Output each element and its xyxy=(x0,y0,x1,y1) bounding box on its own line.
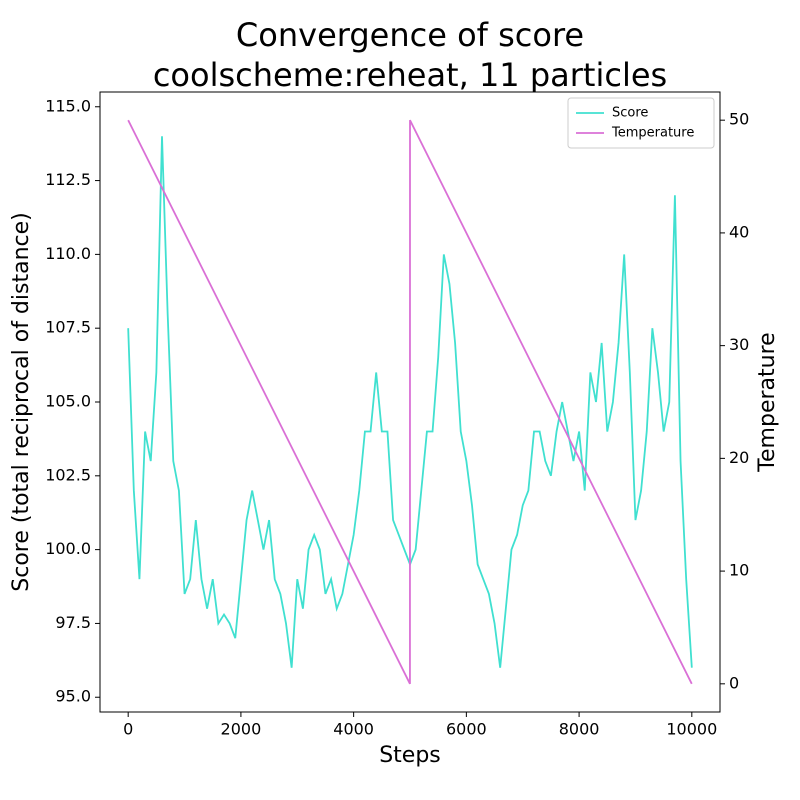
x-tick-label: 0 xyxy=(123,720,133,739)
y-axis-label: Score (total reciprocal of distance) xyxy=(9,212,34,591)
y-tick-label: 105.0 xyxy=(45,392,91,411)
chart-subtitle: coolscheme:reheat, 11 particles xyxy=(153,56,667,94)
y-tick-label: 95.0 xyxy=(55,687,91,706)
legend-label: Temperature xyxy=(611,126,694,141)
y2-tick-label: 30 xyxy=(729,335,749,354)
y-tick-label: 112.5 xyxy=(45,170,91,189)
x-tick-label: 2000 xyxy=(221,720,262,739)
x-tick-label: 6000 xyxy=(446,720,487,739)
y2-tick-label: 40 xyxy=(729,222,749,241)
y2-tick-label: 10 xyxy=(729,561,749,580)
y2-tick-label: 50 xyxy=(729,110,749,129)
chart-title: Convergence of score xyxy=(236,16,584,54)
plot-frame xyxy=(99,91,721,713)
y2-axis-label: Temperature xyxy=(755,332,780,472)
x-tick-label: 10000 xyxy=(666,720,717,739)
series-line xyxy=(127,119,693,685)
x-axis-label: Steps xyxy=(379,743,441,768)
y-tick-label: 97.5 xyxy=(55,613,91,632)
legend-box xyxy=(567,97,715,149)
y-tick-label: 100.0 xyxy=(45,539,91,558)
y-tick-label: 102.5 xyxy=(45,465,91,484)
y-tick-label: 107.5 xyxy=(45,318,91,337)
y2-tick-label: 0 xyxy=(729,673,739,692)
y-tick-label: 115.0 xyxy=(45,96,91,115)
y-tick-label: 110.0 xyxy=(45,244,91,263)
y2-tick-label: 20 xyxy=(729,448,749,467)
x-tick-label: 8000 xyxy=(559,720,600,739)
legend-label: Score xyxy=(612,106,648,121)
x-tick-label: 4000 xyxy=(333,720,374,739)
